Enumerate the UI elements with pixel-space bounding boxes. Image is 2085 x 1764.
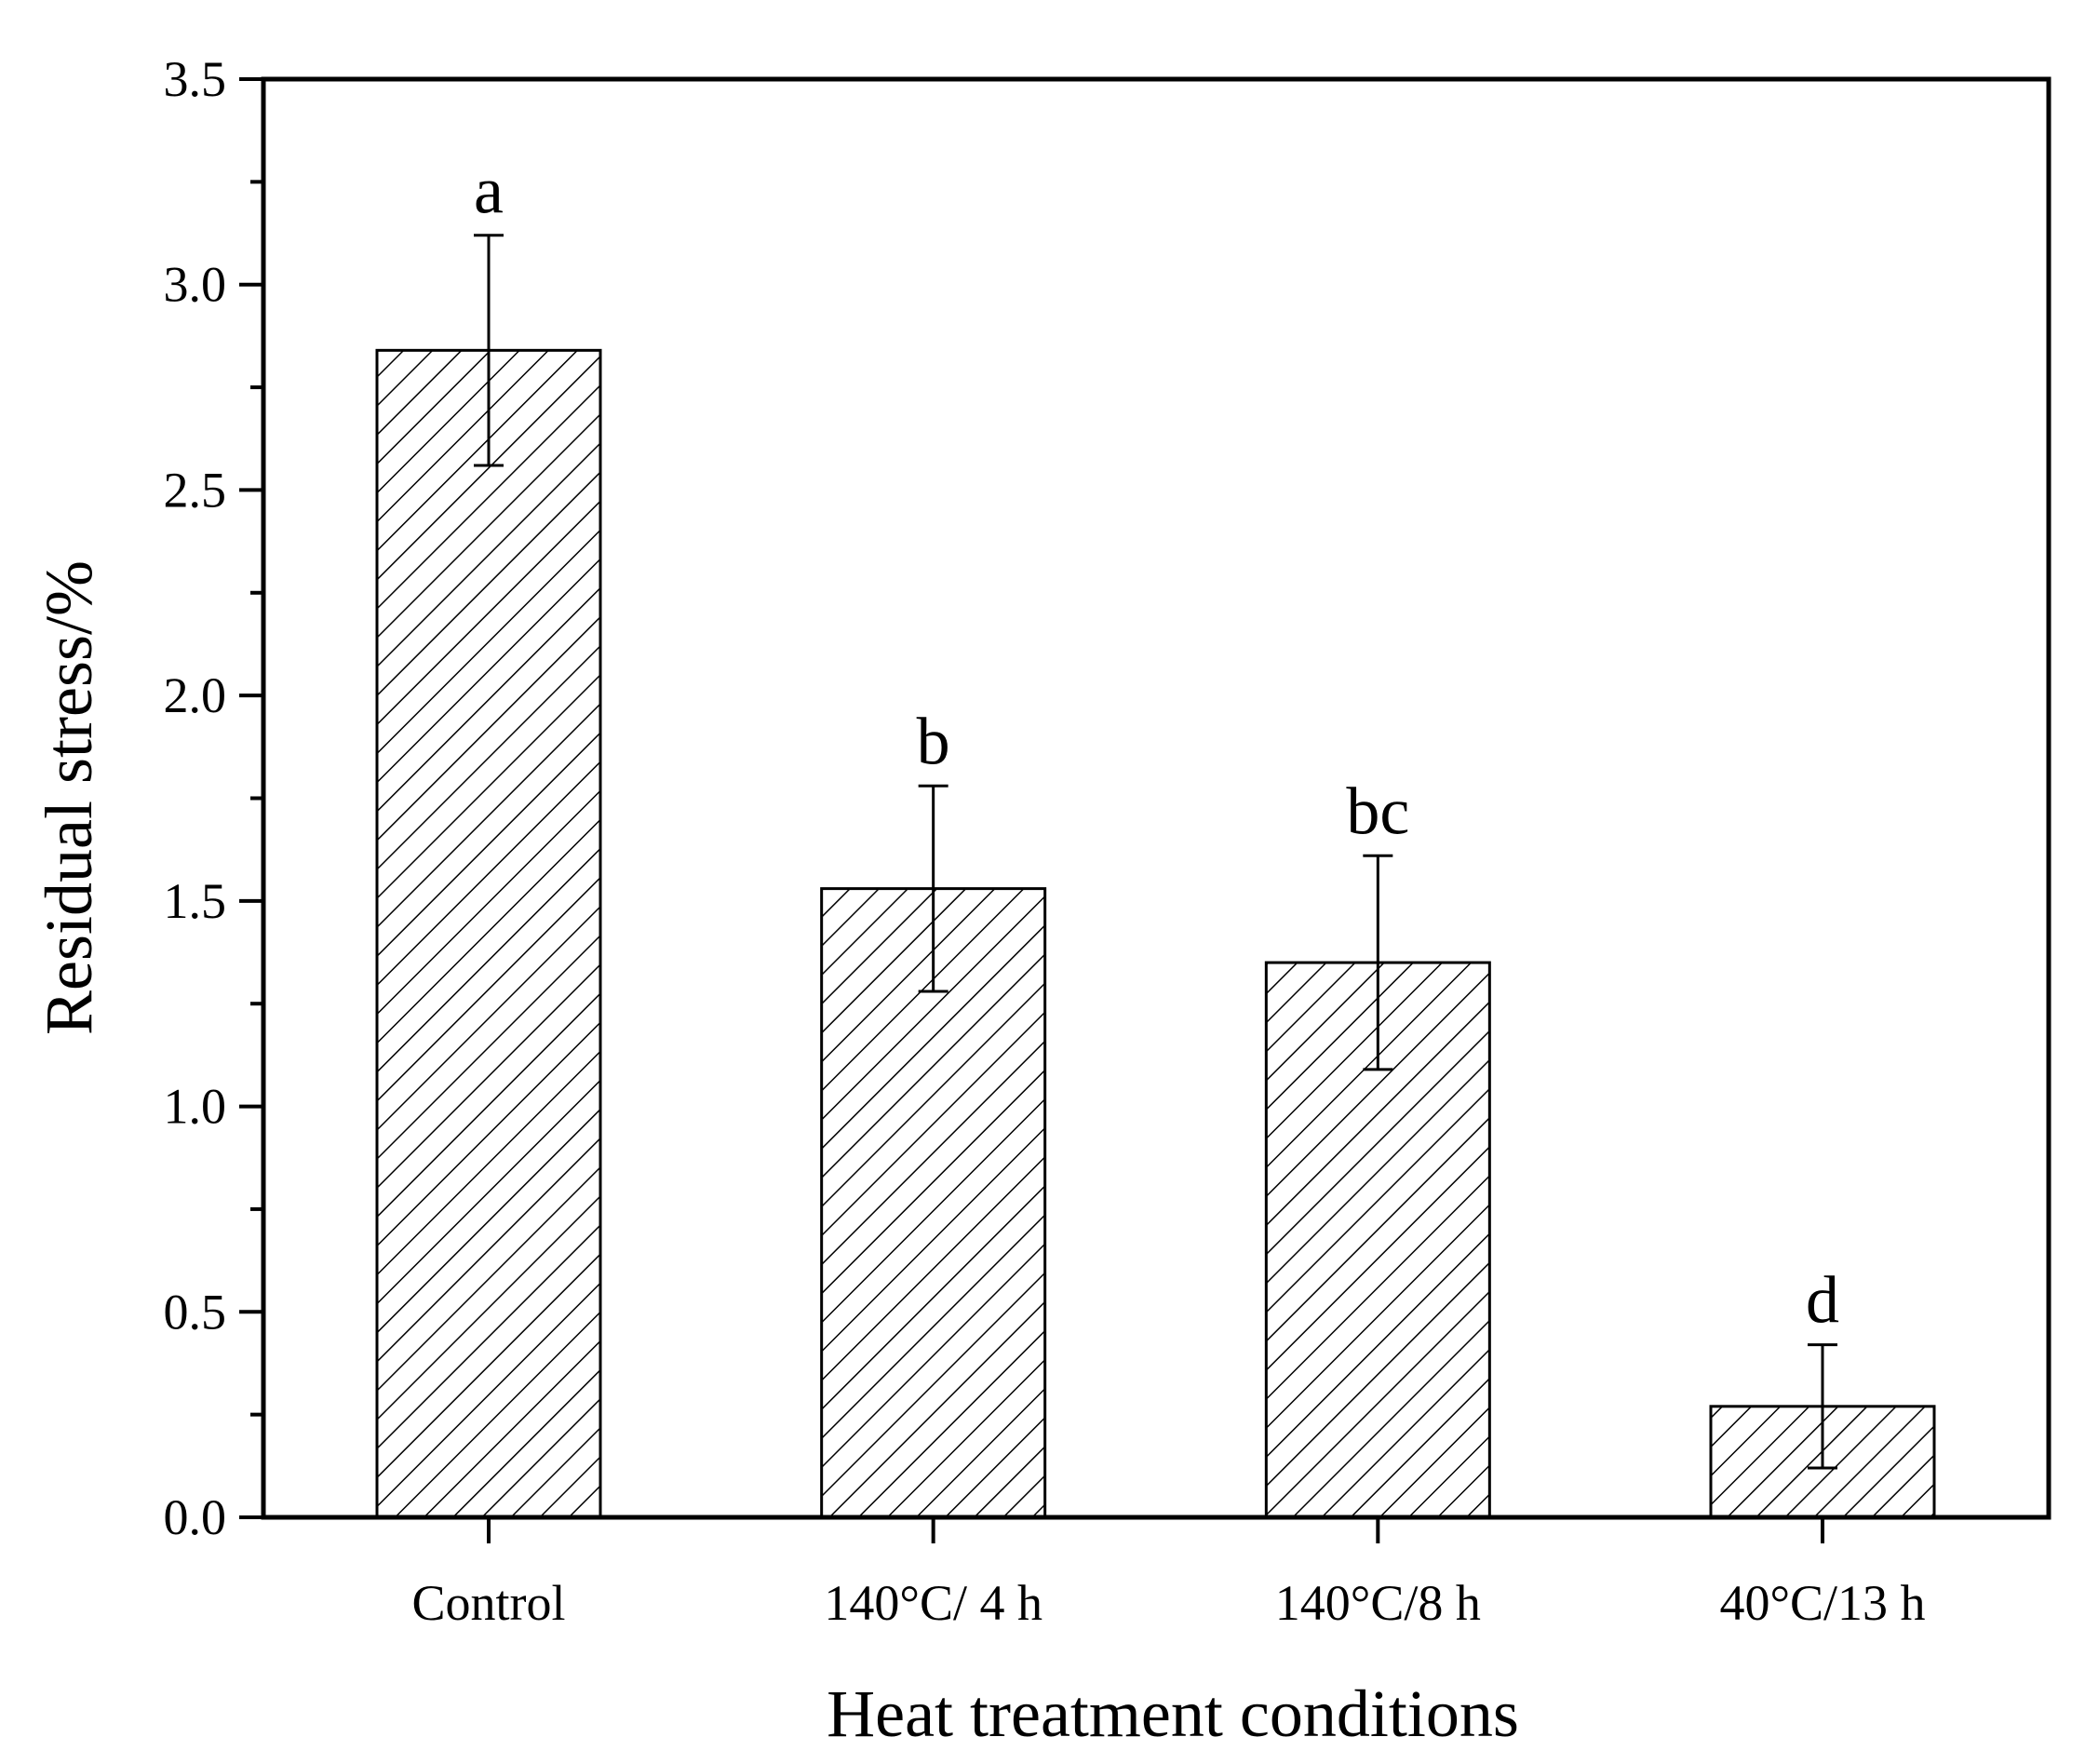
significance-label: a [474, 154, 504, 228]
y-tick-label: 1.0 [164, 1079, 227, 1135]
x-tick-label: Control [411, 1575, 565, 1631]
y-tick-label: 3.0 [164, 257, 227, 313]
significance-label: b [917, 704, 950, 778]
y-tick-label: 0.5 [164, 1284, 227, 1340]
y-axis-title: Residual stress/% [32, 560, 106, 1035]
x-tick-label: 140°C/8 h [1275, 1575, 1481, 1631]
y-axis: 0.0 0.5 1.0 1.5 2.0 2.5 3.0 3.5 [164, 51, 263, 1545]
y-tick-label: 3.5 [164, 51, 227, 107]
y-tick-label: 0.0 [164, 1489, 227, 1545]
x-axis: Control 140°C/ 4 h 140°C/8 h 40°C/13 h [411, 1517, 1926, 1631]
bar [375, 348, 602, 1519]
y-tick-label: 2.5 [164, 462, 227, 518]
y-tick-label: 2.0 [164, 667, 227, 723]
bar [820, 887, 1047, 1519]
x-axis-title: Heat treatment conditions [827, 1676, 1519, 1751]
significance-label: bc [1346, 774, 1409, 848]
bars-layer [375, 348, 1936, 1519]
error-bars-layer [474, 234, 1837, 1470]
significance-label: d [1806, 1263, 1839, 1338]
x-tick-label: 140°C/ 4 h [824, 1575, 1042, 1631]
x-tick-label: 40°C/13 h [1719, 1575, 1925, 1631]
y-tick-label: 1.5 [164, 873, 227, 929]
significance-labels-layer: a b bc d [474, 154, 1839, 1338]
